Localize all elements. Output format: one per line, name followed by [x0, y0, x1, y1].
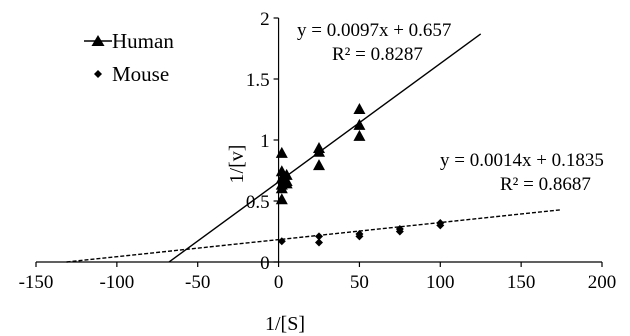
y-ticks: 0 0.5 1 1.5 2: [246, 9, 279, 274]
mouse-data-point: [315, 232, 323, 241]
trendline-mouse: [66, 209, 562, 263]
x-tick-label: 50: [350, 272, 369, 293]
x-axis-label: 1/[S]: [265, 313, 305, 335]
x-tick-label: -50: [185, 272, 210, 293]
legend-human-label: Human: [112, 29, 174, 53]
axes: -150 -100 -50 0 50 100 150 200 0 0.5 1 1.5 2: [19, 9, 617, 293]
human-data-point: [280, 177, 293, 189]
legend-mouse-diamond-icon: [94, 70, 102, 78]
y-tick-label: 2: [260, 9, 270, 30]
legend-human-triangle-icon: [91, 35, 105, 46]
y-axis-label: 1/[v]: [226, 145, 248, 184]
x-ticks: -150 -100 -50 0 50 100 150 200: [19, 262, 617, 293]
x-tick-label: 100: [426, 272, 455, 293]
human-data-point: [353, 103, 366, 114]
mouse-data-point: [436, 221, 445, 230]
human-data-point: [280, 168, 293, 180]
y-tick-label: 1: [260, 131, 270, 152]
human-r-squared: R² = 0.8287: [332, 44, 423, 65]
human-data-point: [275, 146, 288, 158]
mouse-data-point: [277, 237, 286, 246]
legend: Human Mouse: [84, 29, 174, 86]
human-data-point: [313, 145, 325, 157]
human-data-point: [353, 129, 366, 141]
mouse-data-point: [395, 227, 404, 236]
legend-item-human: Human: [84, 29, 174, 53]
mouse-data-point: [355, 232, 364, 241]
trendline-human: [168, 33, 482, 263]
legend-item-mouse: Mouse: [94, 62, 169, 86]
x-tick-label: -150: [19, 272, 54, 293]
legend-mouse-label: Mouse: [112, 62, 169, 86]
x-tick-label: 150: [507, 272, 536, 293]
annotations: y = 0.0097x + 0.657 R² = 0.8287 y = 0.00…: [297, 20, 604, 195]
x-tick-label: 0: [274, 272, 284, 293]
trendlines: [66, 33, 562, 263]
markers: [275, 103, 445, 247]
x-tick-label: -100: [99, 272, 134, 293]
mouse-data-point: [315, 238, 323, 247]
mouse-r-squared: R² = 0.8687: [500, 174, 591, 195]
human-data-point: [313, 159, 325, 171]
x-tick-label: 200: [588, 272, 617, 293]
human-equation: y = 0.0097x + 0.657: [297, 20, 451, 41]
human-data-point: [275, 193, 288, 205]
y-tick-label: 0: [260, 253, 270, 274]
y-tick-label: 0.5: [246, 192, 270, 213]
y-tick-label: 1.5: [246, 70, 270, 91]
human-data-point: [353, 118, 366, 130]
mouse-equation: y = 0.0014x + 0.1835: [440, 150, 604, 171]
